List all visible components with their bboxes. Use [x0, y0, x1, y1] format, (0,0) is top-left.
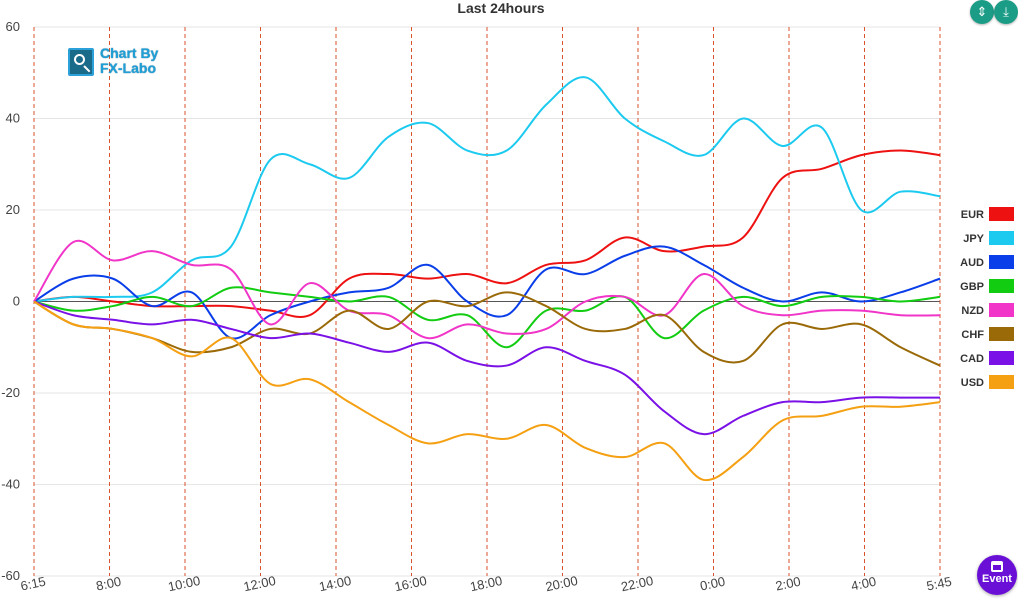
y-axis-ticks: 60 40 20 0 -20 -40 -60 [1, 19, 20, 583]
series-line-usd [33, 300, 941, 482]
x-axis-ticks: 6:15 8:00 10:00 12:00 14:00 16:00 18:00 20:00 22… [19, 573, 953, 594]
legend-label-nzd: NZD [961, 305, 984, 317]
legend-label-cad: CAD [960, 353, 984, 365]
x-tick-label: 22:00 [620, 573, 655, 594]
y-tick-label: 40 [6, 111, 20, 126]
logo-line2: FX-Labo [100, 60, 156, 76]
legend-label-gbp: GBP [960, 281, 984, 293]
series-lines [33, 76, 941, 482]
series-line-gbp [33, 286, 941, 349]
y-tick-label: 60 [6, 19, 20, 34]
legend-swatch-cad[interactable] [989, 351, 1014, 365]
logo-text: Chart By FX-Labo [100, 46, 158, 76]
x-tick-label: 6:15 [19, 574, 47, 594]
legend-label-aud: AUD [960, 257, 984, 269]
x-tick-label: 8:00 [95, 574, 123, 594]
legend-label-eur: EUR [961, 209, 984, 221]
series-line-jpy [33, 76, 941, 303]
y-tick-label: 0 [13, 294, 20, 309]
x-tick-label: 5:45 [925, 574, 953, 594]
y-tick-label: -20 [1, 385, 20, 400]
legend-swatch-eur[interactable] [989, 207, 1014, 221]
y-tick-label: 20 [6, 202, 20, 217]
legend-swatch-aud[interactable] [989, 255, 1014, 269]
legend-swatch-gbp[interactable] [989, 279, 1014, 293]
x-tick-label: 14:00 [318, 573, 353, 594]
legend-swatch-jpy[interactable] [989, 231, 1014, 245]
legend-label-chf: CHF [961, 329, 984, 341]
y-tick-label: -40 [1, 477, 20, 492]
series-line-chf [33, 291, 941, 367]
calendar-icon [991, 561, 1003, 572]
legend: EUR JPY AUD GBP NZD CHF CAD USD [960, 207, 1014, 389]
legend-label-jpy: JPY [963, 233, 984, 245]
x-tick-label: 10:00 [167, 573, 202, 594]
x-tick-label: 20:00 [544, 573, 579, 594]
collapse-icon: ⇕ [976, 4, 988, 19]
x-tick-label: 0:00 [699, 574, 727, 594]
legend-label-usd: USD [961, 377, 984, 389]
collapse-button[interactable]: ⇕ [970, 0, 994, 24]
chart-title: Last 24hours [457, 0, 544, 16]
series-line-nzd [33, 239, 941, 340]
x-tick-label: 16:00 [393, 573, 428, 594]
series-line-aud [33, 245, 941, 340]
event-label: Event [982, 573, 1012, 585]
x-tick-label: 12:00 [242, 573, 277, 594]
y-tick-label: -60 [1, 568, 20, 583]
legend-swatch-usd[interactable] [989, 375, 1014, 389]
series-line-cad [33, 300, 940, 436]
x-tick-label: 2:00 [774, 574, 802, 594]
expand-icon: ⤓ [1003, 4, 1009, 19]
x-tick-label: 18:00 [469, 573, 504, 594]
x-tick-label: 4:00 [850, 574, 878, 594]
expand-button[interactable]: ⤓ [994, 0, 1018, 24]
event-button[interactable]: Event [977, 555, 1017, 595]
chart-magnifier-icon [68, 48, 94, 76]
legend-swatch-chf[interactable] [989, 327, 1014, 341]
legend-swatch-nzd[interactable] [989, 303, 1014, 317]
fx-labo-logo: Chart By FX-Labo [68, 46, 168, 80]
logo-line1: Chart By [100, 45, 159, 61]
